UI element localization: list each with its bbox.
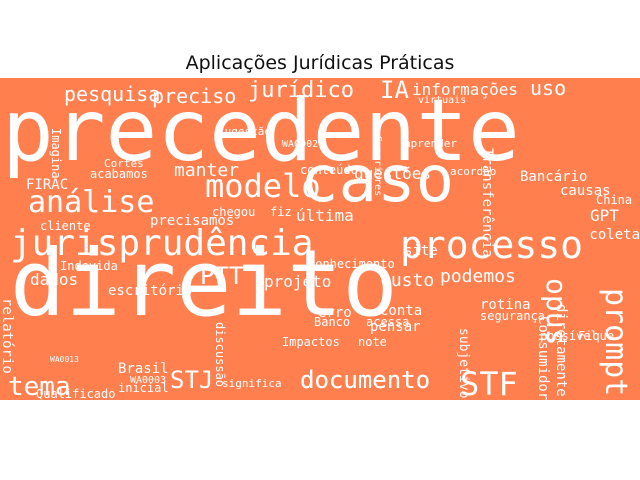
word-pensar: pensar <box>370 319 421 335</box>
word-direito: direito <box>10 230 398 337</box>
word-imagina: Imagina <box>49 128 63 179</box>
word-stj: STJ <box>170 366 214 394</box>
word-gpt: GPT <box>590 206 619 225</box>
word-sugestao: sugestão <box>218 125 271 138</box>
word-site: site <box>404 243 438 259</box>
word-informacoes: informações <box>412 80 518 99</box>
word-tema: tema <box>8 372 71 400</box>
word-brasil: Brasil <box>118 361 169 377</box>
word-analise: análise <box>28 185 155 220</box>
word-superiores: Superiores <box>372 136 383 197</box>
word-acordao: acordão <box>450 165 497 178</box>
word-precisamos: precisamos <box>150 213 235 229</box>
word-bancario: Bancário <box>520 169 588 185</box>
word-conhecimento: conhecimento <box>308 257 395 271</box>
figure-title: Aplicações Jurídicas Práticas <box>185 52 455 74</box>
word-documento: documento <box>300 366 431 394</box>
word-significa: significa <box>222 377 282 390</box>
word-acessa: acessa <box>366 315 410 329</box>
word-note: note <box>358 335 387 349</box>
word-cortes: Cortes <box>104 157 144 170</box>
word-custo: custo <box>380 270 435 291</box>
word-escritorio: escritório <box>108 283 193 299</box>
word-caso: caso <box>300 143 455 217</box>
word-aprender: aprender <box>404 137 457 150</box>
word-ia: IA <box>380 78 409 104</box>
word-dados: dados <box>30 270 79 289</box>
word-podemos: podemos <box>440 266 516 287</box>
word-china: China <box>596 193 633 207</box>
word-relatorio: relatório <box>0 298 15 374</box>
word-documento: documento <box>300 366 431 394</box>
word-chegou: chegou <box>212 205 256 219</box>
word-juridico: jurídico <box>248 78 354 103</box>
word-pesquisa: pesquisa <box>64 82 161 106</box>
word-ptt: PTT <box>200 262 244 290</box>
word-possivel: possível <box>540 329 598 343</box>
word-preciso: preciso <box>152 84 237 108</box>
word-manter: manter <box>174 160 240 181</box>
word-inicial: inicial <box>118 381 169 395</box>
word-conta: conta <box>380 303 423 319</box>
word-uso: uso <box>530 78 567 100</box>
word-diretamente: diretamente <box>553 304 569 397</box>
word-impactos: Impactos <box>282 335 340 349</box>
word-firac: FIRAC <box>26 177 69 193</box>
word-erro: erro <box>318 305 352 321</box>
word-questoes: questões <box>354 164 432 183</box>
word-modelo: modelo <box>205 167 321 205</box>
word-seguranca: segurança <box>480 309 546 323</box>
word-indevida: Indevida <box>60 259 118 273</box>
word-conteudo: conteúdo <box>300 163 358 177</box>
word-cloud: precedente direito caso jurisprudência proce… <box>0 78 640 400</box>
word-stf: STF <box>460 365 518 400</box>
word-projeto: projeto <box>264 272 332 291</box>
word-acabamos: acabamos <box>90 167 148 181</box>
word-processo: processo <box>400 223 584 267</box>
word-fique: Fique <box>578 329 615 343</box>
word-qualificado: Qualificado <box>36 387 116 400</box>
word-causas: causas <box>560 183 611 199</box>
word-virtuais: virtuais <box>418 95 467 106</box>
word-wa0002: WA0002 <box>282 139 319 150</box>
word-coleta: coleta <box>589 227 640 243</box>
word-ultima: última <box>296 206 354 225</box>
word-precedente: precedente <box>2 81 520 181</box>
word-wa0013: WA0013 <box>50 355 79 364</box>
word-banco: Banco <box>314 315 351 329</box>
word-subjetivo: subjetivo <box>456 328 471 399</box>
word-jurisprudencia: jurisprudência <box>10 223 314 264</box>
word-rotina: rotina <box>480 297 531 313</box>
word-wa0003: WA0003 <box>130 375 167 386</box>
word-fiz: fiz <box>270 205 292 219</box>
word-cliente: cliente <box>40 219 91 233</box>
